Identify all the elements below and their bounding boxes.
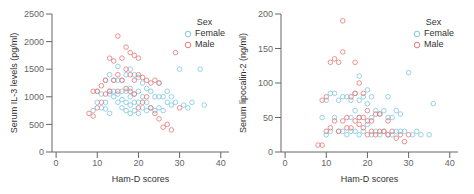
svg-text:50: 50 <box>263 113 273 123</box>
svg-text:150: 150 <box>258 44 273 54</box>
svg-text:100: 100 <box>258 78 273 88</box>
svg-text:10: 10 <box>92 158 102 168</box>
svg-text:0: 0 <box>268 147 273 157</box>
html-text:Female: Female <box>195 28 225 38</box>
svg-text:10: 10 <box>321 158 331 168</box>
svg-text:500: 500 <box>29 120 44 130</box>
svg-text:Ham-D scores: Ham-D scores <box>341 174 399 184</box>
svg-text:40: 40 <box>445 158 455 168</box>
svg-text:0: 0 <box>54 158 59 168</box>
svg-text:30: 30 <box>404 158 414 168</box>
svg-text:Serum IL-3 levels (pg/ml): Serum IL-3 levels (pg/ml) <box>9 33 19 134</box>
html-text:Sex: Sex <box>196 17 213 27</box>
svg-text:0: 0 <box>283 158 288 168</box>
svg-text:40: 40 <box>216 158 226 168</box>
svg-text:Ham-D scores: Ham-D scores <box>112 174 170 184</box>
html-text:Male: Male <box>195 39 215 49</box>
svg-text:20: 20 <box>133 158 143 168</box>
html-text:Sex: Sex <box>425 17 442 27</box>
svg-text:20: 20 <box>362 158 372 168</box>
svg-text:200: 200 <box>258 9 273 19</box>
html-text:Female: Female <box>424 28 454 38</box>
svg-text:Serum lipocalin-2 (ng/ml): Serum lipocalin-2 (ng/ml) <box>238 33 248 133</box>
svg-text:1500: 1500 <box>24 64 44 74</box>
html-text:Male: Male <box>424 39 444 49</box>
svg-text:2000: 2000 <box>24 37 44 47</box>
svg-text:0: 0 <box>39 147 44 157</box>
svg-text:30: 30 <box>175 158 185 168</box>
svg-text:2500: 2500 <box>24 9 44 19</box>
svg-text:1000: 1000 <box>24 92 44 102</box>
